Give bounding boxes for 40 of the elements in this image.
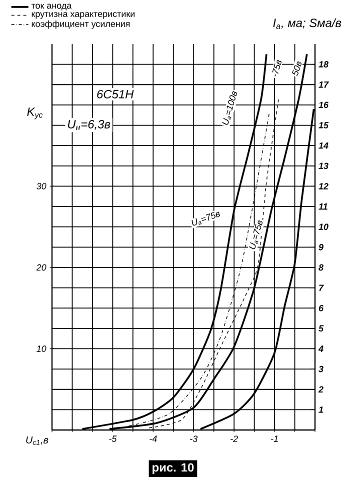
y2-tick-label: 16	[318, 102, 329, 108]
annotation: 6С51Н	[97, 90, 134, 98]
y2-tick-label: 11	[318, 203, 328, 210]
y2-axis-title: I$_{a}$, ма; Sма/в	[273, 18, 342, 29]
annotation: -75в	[272, 60, 282, 77]
y-tick-label: 30	[36, 183, 46, 190]
y2-tick-label: 17	[318, 82, 329, 88]
annotation: 50в	[292, 61, 302, 76]
x-axis-title: U$_{c1}$,в	[26, 436, 48, 445]
x-tick-label: -2	[230, 436, 238, 442]
y2-tick-label: 13	[318, 162, 328, 170]
y2-tick-label: 5	[318, 325, 324, 332]
y-tick-label: 20	[36, 264, 46, 271]
legend-label: ток анода	[31, 4, 72, 10]
annotation: U$_{a}$=75в	[249, 220, 262, 250]
annotation: U$_{a}$=75в	[192, 212, 220, 226]
x-tick-label: -1	[271, 436, 278, 442]
legend-label: коэффициент усиления	[32, 20, 130, 29]
x-tick-label: -5	[109, 436, 117, 442]
legend-label: крутизна характеристики	[32, 12, 134, 19]
y2-tick-label: 4	[318, 346, 324, 352]
y2-tick-label: 2	[318, 386, 324, 392]
y2-tick-label: 10	[318, 224, 328, 230]
text: рис. 10	[152, 463, 194, 474]
y2-tick-label: 14	[318, 142, 328, 149]
x-tick-label: -4	[150, 436, 157, 442]
annotation: U$_{a}$=100в	[222, 91, 237, 125]
annotation: U$_{н}$=6,3в	[68, 120, 110, 130]
y-axis-title: K$_{ус}$	[27, 108, 43, 120]
x-tick-label: -3	[190, 436, 198, 442]
y2-tick-label: 12	[318, 183, 328, 190]
y2-tick-label: 18	[318, 61, 328, 68]
y2-tick-label: 15	[318, 122, 329, 128]
y2-tick-label: 7	[319, 284, 324, 291]
y2-tick-label: 6	[318, 304, 324, 312]
y2-tick-label: 8	[318, 264, 324, 271]
y2-tick-label: 9	[318, 244, 324, 250]
y-tick-label: 10	[36, 346, 46, 352]
y2-tick-label: 3	[318, 366, 324, 372]
y2-tick-label: 1	[318, 406, 324, 413]
